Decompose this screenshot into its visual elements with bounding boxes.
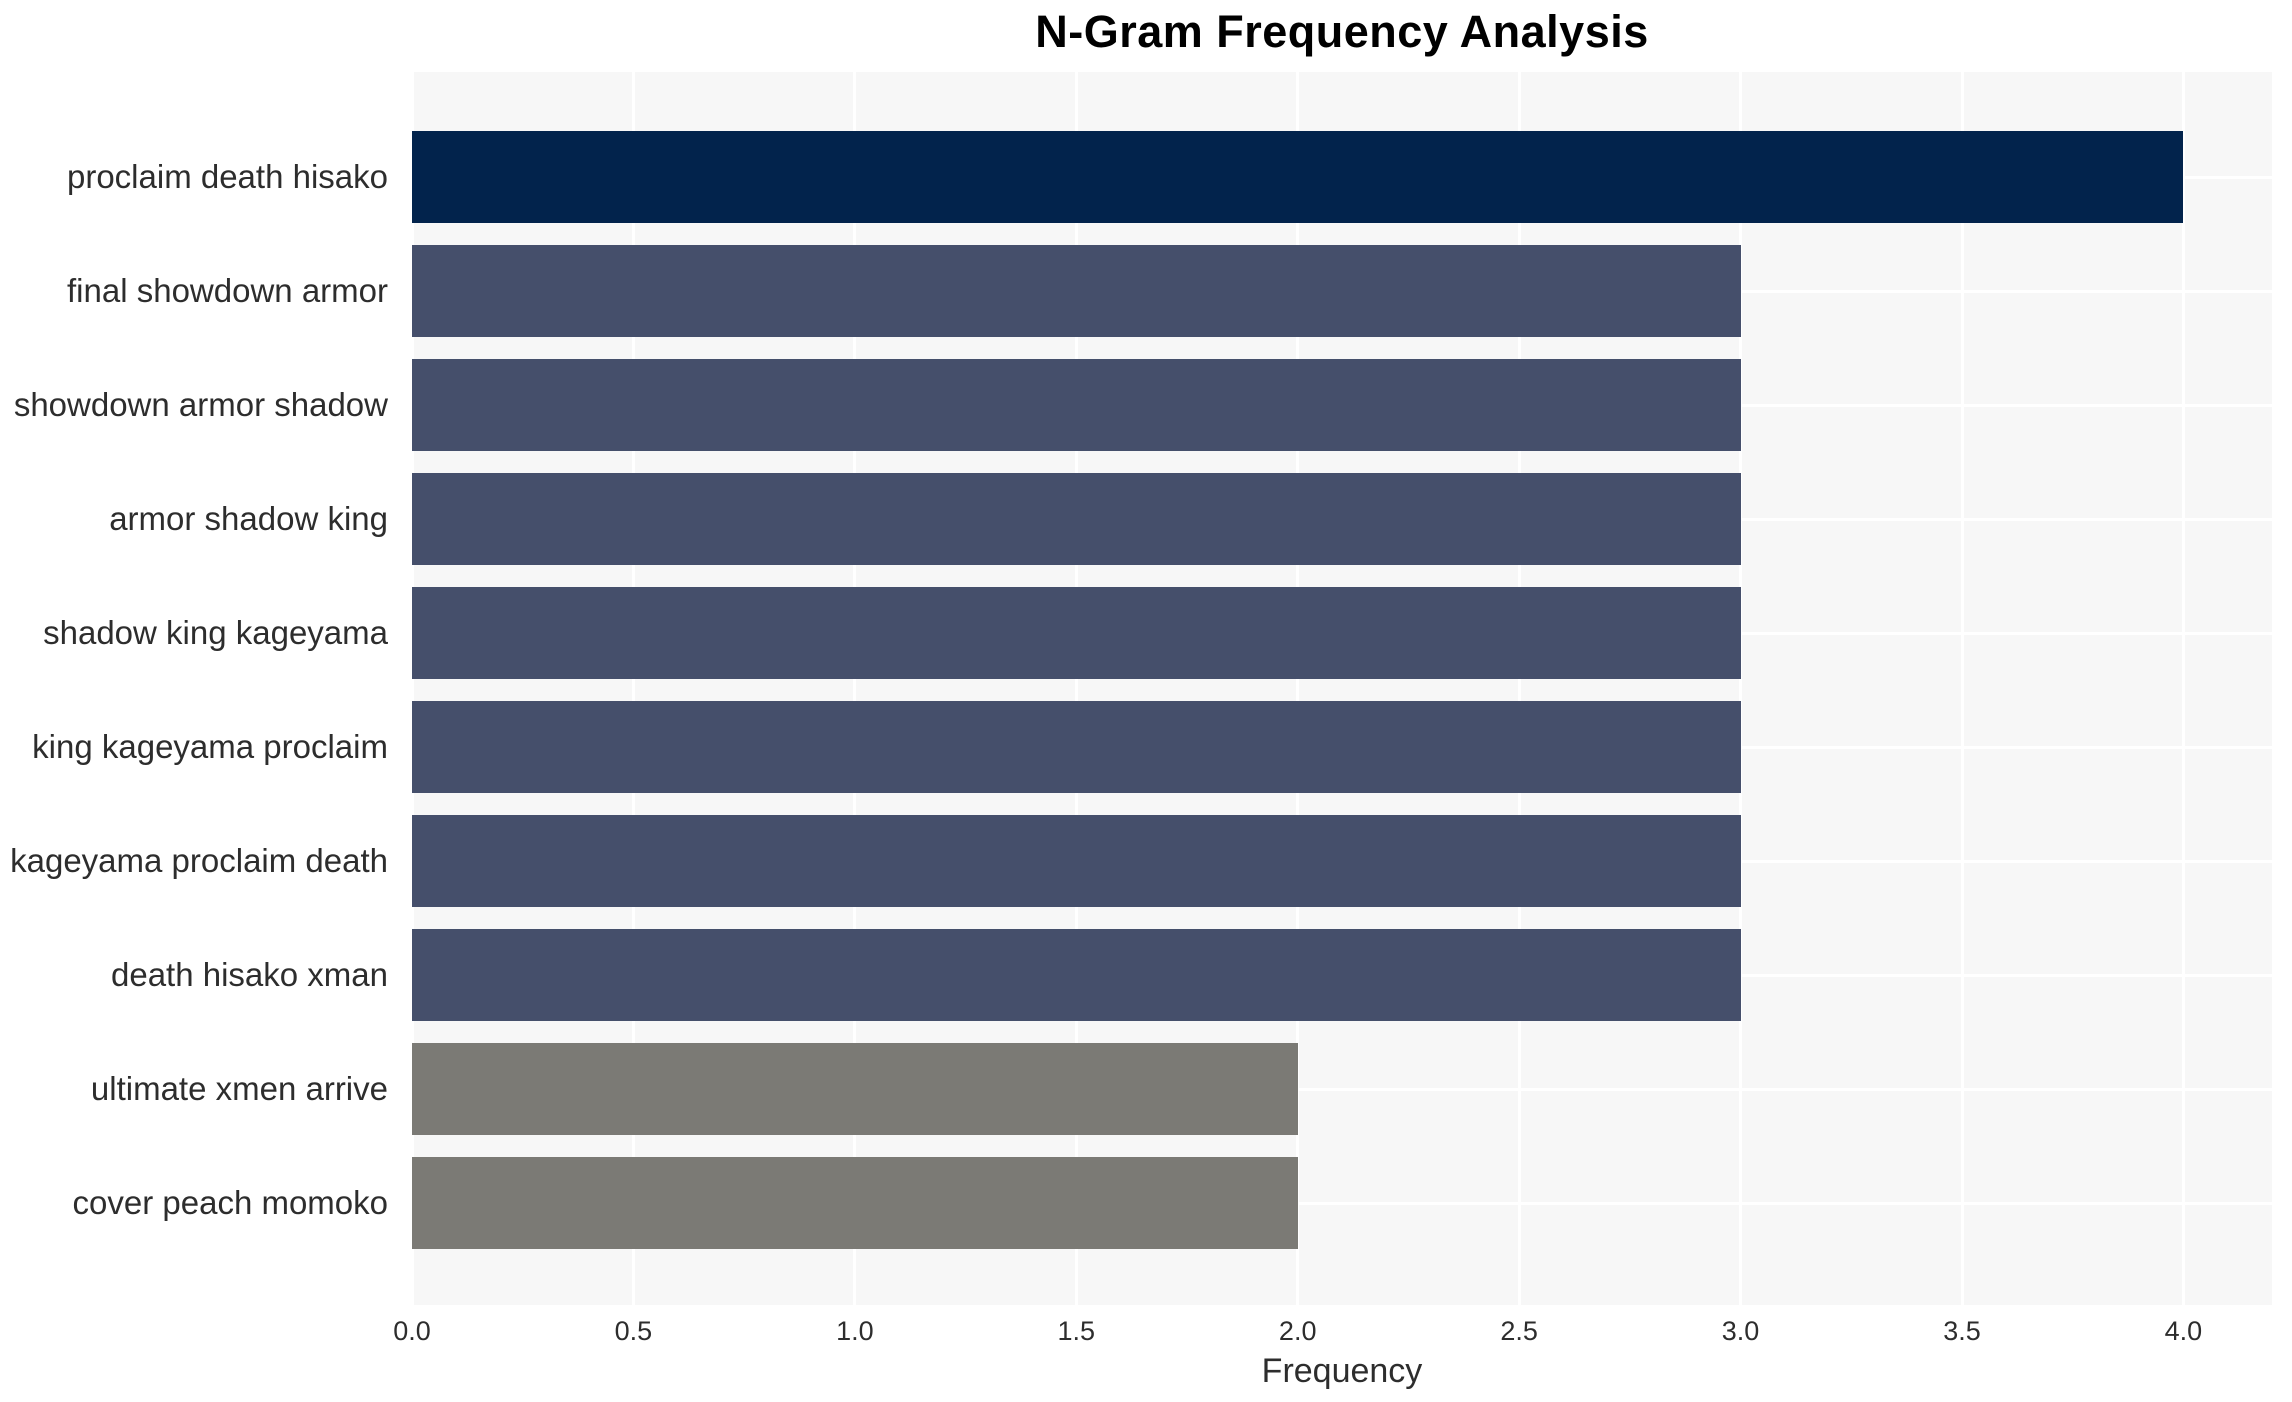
x-axis-ticks: 0.0 0.5 1.0 1.5 2.0 2.5 3.0 3.5 4.0 [393,1316,2272,1350]
bar-track [412,234,2272,348]
bar-track [412,804,2272,918]
bar-row: final showdown armor [0,234,2272,348]
bar [412,929,1741,1021]
v-gridline [2181,72,2185,1305]
x-axis-label: Frequency [1261,1352,1423,1390]
v-gridline [1739,72,1743,1305]
bar [412,701,1741,793]
v-gridline [631,72,635,1305]
bar-track [412,348,2272,462]
y-axis-category-label: death hisako xman [110,956,388,993]
bar-row: proclaim death hisako [0,120,2272,234]
x-tick-label: 0.5 [614,1316,653,1346]
bar-track [412,462,2272,576]
bar-track [412,120,2272,234]
bar [412,1043,1298,1135]
bar-track [412,576,2272,690]
y-axis-category-label: king kageyama proclaim [32,728,388,765]
bar-row: showdown armor shadow [0,348,2272,462]
y-axis-category-label: kageyama proclaim death [10,842,388,879]
x-tick-label: 4.0 [2164,1316,2203,1346]
y-axis-category-label: cover peach momoko [72,1184,388,1221]
bar [412,587,1741,679]
bar-track [412,1032,2272,1146]
x-tick-label: 3.0 [1721,1316,1760,1346]
bar-row: ultimate xmen arrive [0,1032,2272,1146]
x-tick-label: 3.5 [1943,1316,1981,1346]
bar-track [412,918,2272,1032]
v-gridline [410,72,414,1305]
h-gridline [412,1201,2272,1205]
bar [412,473,1741,565]
v-gridline [1960,72,1964,1305]
bar-row: kageyama proclaim death [0,804,2272,918]
v-gridline [1517,72,1521,1305]
x-tick-label: 1.0 [836,1316,874,1346]
x-tick-label: 1.5 [1057,1316,1096,1346]
x-tick-label: 2.5 [1500,1316,1538,1346]
y-axis-category-label: final showdown armor [67,272,388,309]
y-axis-category-label: proclaim death hisako [66,158,388,195]
bar-row: king kageyama proclaim [0,690,2272,804]
bar [412,131,2184,223]
bar [412,1157,1298,1249]
bar-row: armor shadow king [0,462,2272,576]
chart-title: N-Gram Frequency Analysis [1035,6,1649,57]
bar [412,359,1741,451]
bar-rows: proclaim death hisako final showdown armo… [0,120,2272,1260]
v-gridline [1074,72,1078,1305]
h-gridline [412,1087,2272,1091]
v-gridline [853,72,857,1305]
bar-track [412,690,2272,804]
y-axis-category-label: ultimate xmen arrive [90,1070,388,1107]
y-axis-category-label: armor shadow king [109,500,388,537]
bar-track [412,1146,2272,1260]
bar [412,815,1741,907]
bar-row: death hisako xman [0,918,2272,1032]
bar-row: shadow king kageyama [0,576,2272,690]
x-tick-label: 0.0 [393,1316,431,1346]
x-tick-label: 2.0 [1278,1316,1317,1346]
y-axis-category-label: shadow king kageyama [43,614,388,651]
v-gridline [1296,72,1300,1305]
bar-row: cover peach momoko [0,1146,2272,1260]
y-axis-category-label: showdown armor shadow [13,386,388,423]
bar [412,245,1741,337]
